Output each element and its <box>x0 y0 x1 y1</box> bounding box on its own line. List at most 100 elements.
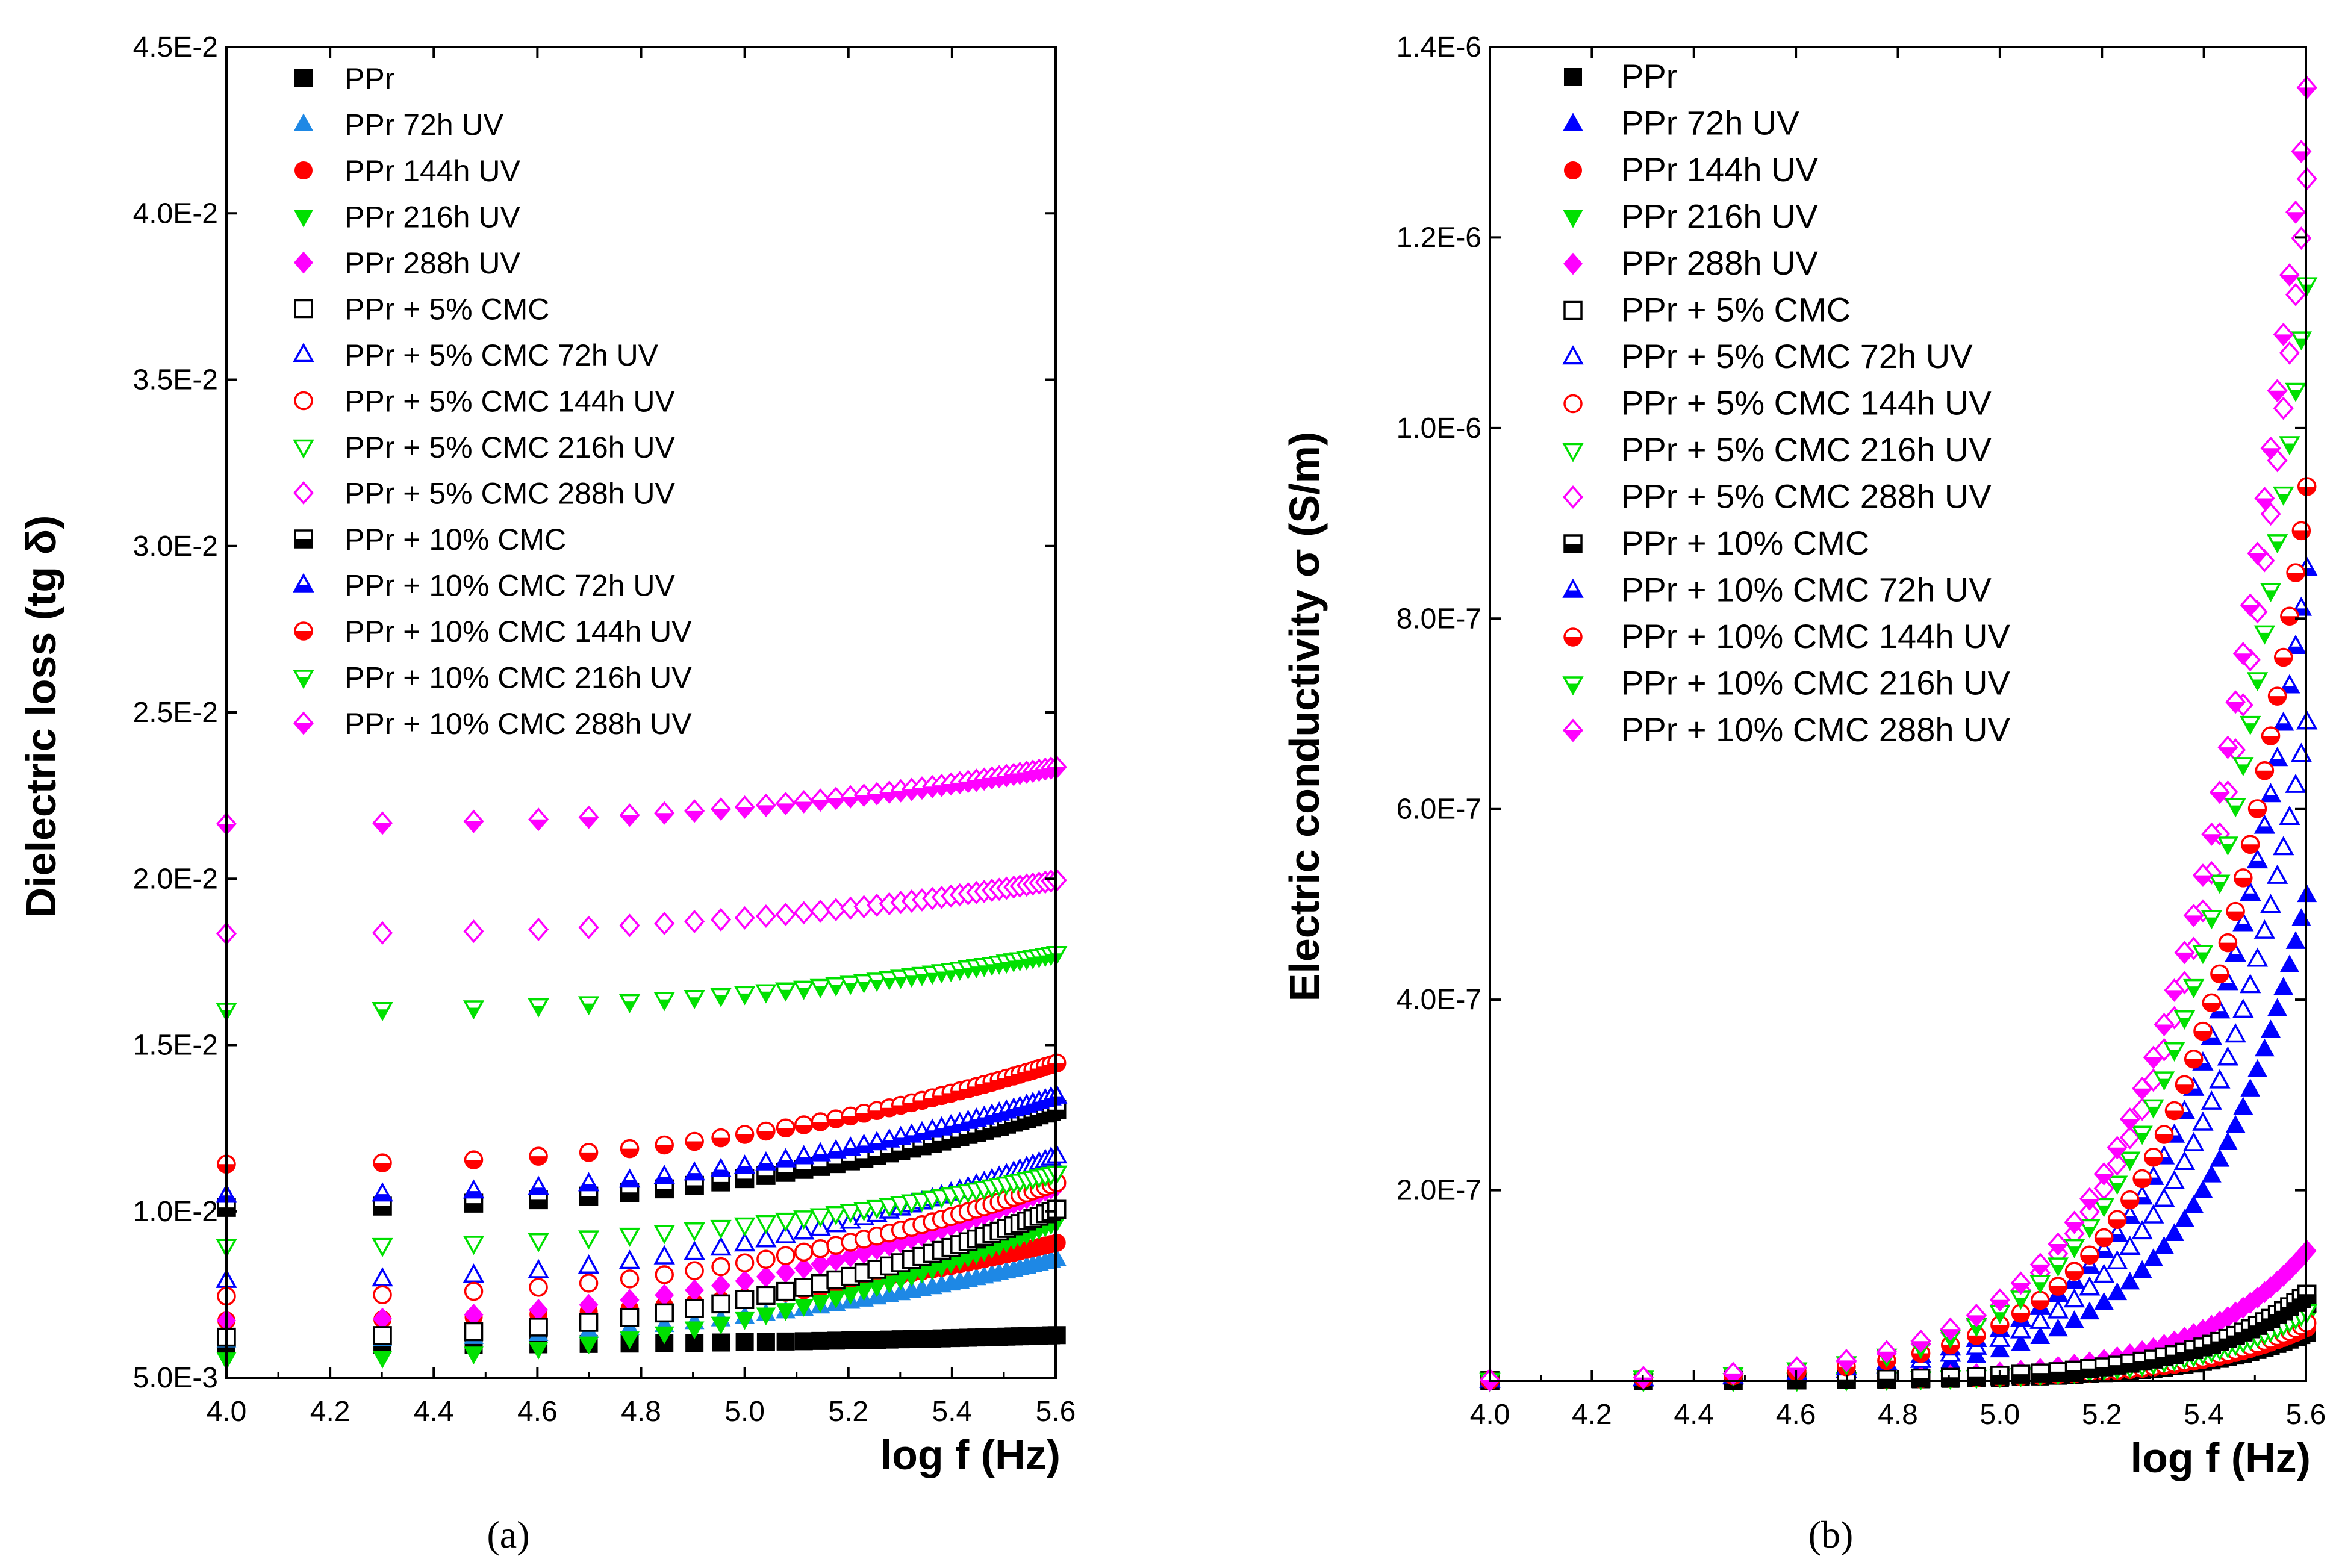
data-point <box>2217 1046 2239 1066</box>
legend-marker <box>293 251 314 274</box>
data-point <box>463 1263 485 1283</box>
data-point <box>853 1202 875 1222</box>
data-point <box>2291 139 2312 163</box>
data-point <box>2266 534 2288 554</box>
data-point <box>2029 1309 2051 1329</box>
x-tick-label: 4.2 <box>1572 1399 1612 1431</box>
x-tick-label: 5.4 <box>932 1396 973 1428</box>
legend-label: PPr + 5% CMC 72h UV <box>344 338 659 372</box>
data-point <box>654 912 675 936</box>
data-point <box>734 1232 756 1252</box>
data-point <box>2273 396 2294 420</box>
data-point <box>2260 583 2282 603</box>
legend-label: PPr <box>344 62 394 96</box>
data-point <box>685 1299 704 1318</box>
panel-label: (a) <box>487 1513 529 1556</box>
data-point <box>2131 1220 2153 1240</box>
data-point <box>735 1125 755 1144</box>
data-point <box>879 1198 900 1218</box>
data-point <box>853 783 874 807</box>
data-point <box>755 1228 777 1248</box>
data-point <box>528 917 549 941</box>
data-point <box>653 992 675 1012</box>
data-point <box>2260 783 2282 803</box>
data-point <box>711 1316 731 1335</box>
y-tick-label: 6.0E-7 <box>1397 794 1481 826</box>
data-point <box>2064 1210 2085 1234</box>
legend-marker <box>1563 534 1583 553</box>
legend-marker <box>1562 676 1584 696</box>
data-point <box>2210 964 2229 984</box>
data-point <box>2107 1152 2128 1176</box>
data-point <box>1967 1366 1986 1386</box>
data-point <box>578 1172 600 1192</box>
data-point <box>2010 1271 2031 1295</box>
data-point <box>2093 1162 2114 1186</box>
data-point <box>2291 908 2311 926</box>
data-point <box>2173 1151 2196 1171</box>
data-point <box>756 1307 776 1326</box>
data-point <box>373 1326 392 1345</box>
data-point <box>2285 282 2306 306</box>
data-point <box>2094 1228 2114 1248</box>
data-point <box>735 1333 754 1351</box>
data-point <box>2193 1180 2213 1198</box>
legend-marker <box>1564 68 1582 86</box>
data-point <box>755 1151 777 1171</box>
legend-marker <box>294 299 313 319</box>
data-point <box>2029 1275 2051 1294</box>
data-point <box>2011 1304 2031 1323</box>
legend-marker <box>293 670 314 689</box>
data-point <box>735 1270 755 1292</box>
data-point <box>2226 901 2245 921</box>
y-axis-label: Dielectric loss (tg δ) <box>17 515 64 918</box>
legend-label: PPr + 5% CMC <box>344 293 549 326</box>
data-point <box>620 1331 640 1349</box>
data-point <box>794 1332 813 1351</box>
data-point <box>839 975 861 995</box>
legend-label: PPr + 5% CMC 72h UV <box>1621 337 1973 375</box>
data-point <box>826 1290 846 1309</box>
data-point <box>2280 606 2299 626</box>
data-point <box>811 1331 830 1350</box>
data-point <box>2253 919 2276 939</box>
data-point <box>655 1265 674 1284</box>
data-point <box>1876 1340 1897 1364</box>
data-point <box>735 1253 755 1272</box>
data-point <box>464 1193 484 1213</box>
data-point <box>464 1281 484 1301</box>
data-point <box>2131 1125 2153 1145</box>
data-point <box>774 1212 797 1232</box>
data-point <box>2064 1262 2084 1281</box>
x-tick-label: 4.0 <box>207 1396 247 1428</box>
data-point <box>735 1290 755 1309</box>
legend-label: PPr 144h UV <box>344 154 520 188</box>
data-point <box>2132 1260 2152 1278</box>
legend-marker <box>1563 252 1583 275</box>
data-point <box>2079 1219 2101 1239</box>
y-tick-label: 2.0E-7 <box>1397 1175 1481 1207</box>
legend-label: PPr 216h UV <box>1621 198 1818 235</box>
data-point <box>579 1336 599 1355</box>
chart-panel: 4.0 4.2 4.4 4.6 4.8 5.0 5.2 5.4 5.6 5.0E-3 1.0E-2 1… <box>17 31 1076 1556</box>
data-point <box>793 1145 815 1165</box>
data-point <box>620 1269 640 1289</box>
data-point <box>912 1265 932 1284</box>
data-point <box>2273 322 2294 346</box>
data-point <box>620 1183 640 1202</box>
data-point <box>711 907 732 932</box>
data-point <box>2240 835 2260 854</box>
data-point <box>2031 1290 2050 1310</box>
data-point <box>2106 1250 2128 1270</box>
legend-marker <box>293 113 314 131</box>
data-point <box>2153 1071 2175 1091</box>
legend-label: PPr + 5% CMC <box>1621 291 1851 329</box>
data-point <box>2279 341 2300 365</box>
data-point <box>756 1286 776 1305</box>
data-point <box>2064 1360 2084 1380</box>
legend-marker <box>1562 485 1584 509</box>
data-point <box>2030 1326 2051 1344</box>
data-point <box>755 793 776 817</box>
x-axis-label: log f (Hz) <box>880 1431 1061 1478</box>
legend-label: PPr 144h UV <box>1621 151 1818 188</box>
